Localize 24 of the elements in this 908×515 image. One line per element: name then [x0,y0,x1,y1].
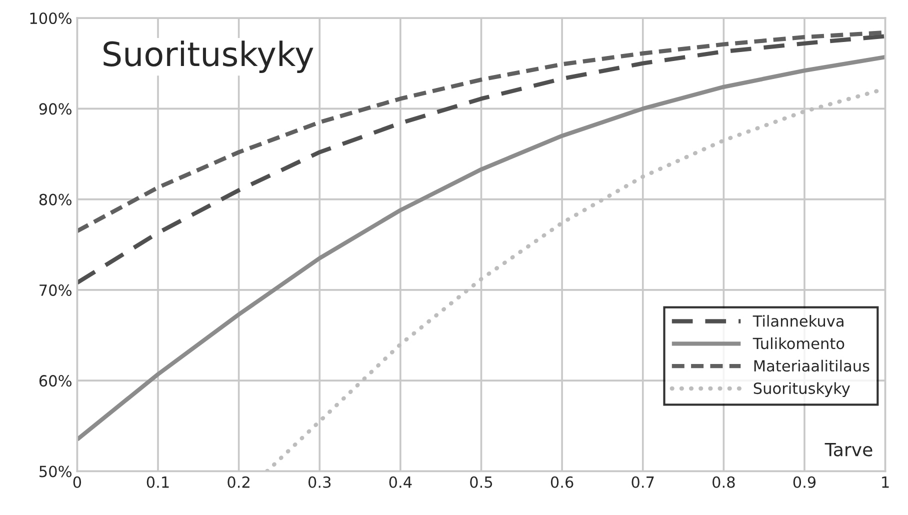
y-tick-label: 50% [40,466,72,478]
x-tick-label: 1 [882,476,889,488]
y-tick-label: 90% [39,103,72,115]
y-tick-label: 80% [39,194,72,206]
x-tick-label: 0.9 [793,476,816,488]
legend-label: Suorituskyky [754,382,850,398]
x-tick-label: 0.8 [712,476,735,488]
line-series [77,34,886,285]
x-tick-label: 0.2 [228,476,250,488]
text: Suorituskyky [104,40,314,73]
legend-label: Tulikomento [752,337,844,350]
x-tick-label: 0 [73,476,82,488]
x-tick-label: 0.3 [308,476,331,488]
x-tick-label: 0.7 [632,476,654,488]
legend-label: Tilannekuva [752,314,844,327]
y-tick-label: 70% [40,284,72,296]
x-tick-label: 0.4 [389,476,412,488]
x-tick-label: 0.6 [550,476,574,488]
x-axis-title: Tarve [824,442,872,456]
x-tick-label: 0.5 [470,476,492,488]
y-tick-label: 60% [39,375,72,387]
legend-label: Materiaalitilaus [754,360,870,372]
x-tick-label: 0.1 [146,476,169,488]
y-tick-label: 100% [30,12,72,24]
